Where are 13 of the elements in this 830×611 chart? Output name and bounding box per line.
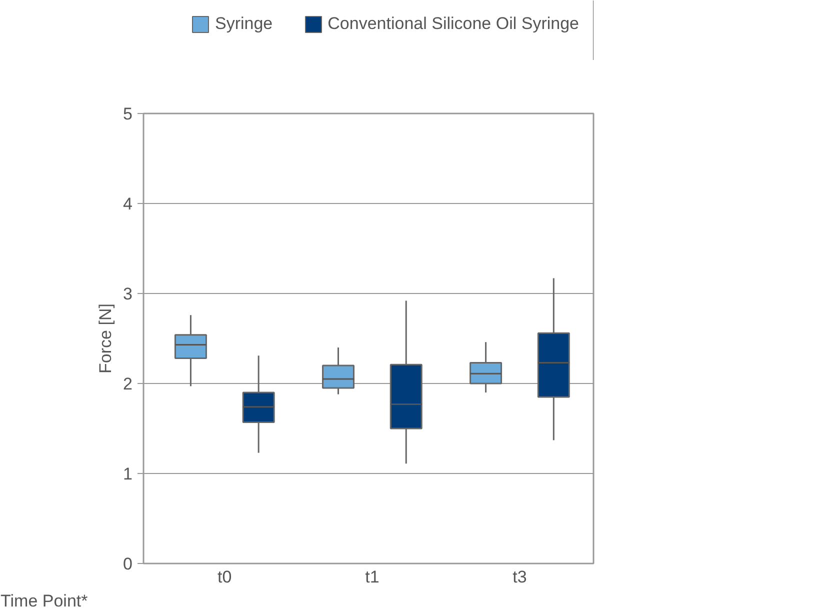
x-tick-label: t1 (365, 568, 380, 586)
y-tick-label: 2 (123, 374, 133, 394)
y-axis-title: Force [N] (96, 304, 116, 374)
y-tick-label: 3 (123, 284, 133, 304)
y-tick-label: 5 (123, 104, 133, 124)
x-tick-label: t3 (512, 568, 527, 586)
x-axis-title: Time Point* (0, 592, 88, 610)
x-tick-label: t0 (218, 568, 232, 586)
legend-label: Conventional Silicone Oil Syringe (328, 14, 579, 34)
y-tick-label: 1 (123, 464, 133, 484)
y-tick-label: 4 (123, 194, 133, 214)
legend-label: Syringe (215, 14, 273, 34)
y-tick-label: 0 (123, 554, 133, 574)
